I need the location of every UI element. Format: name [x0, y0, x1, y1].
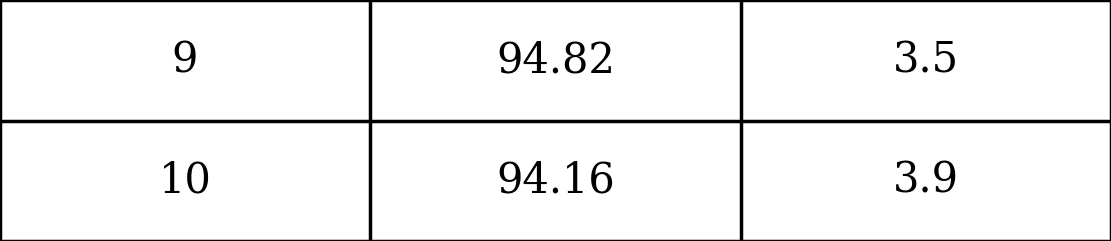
Text: 94.82: 94.82 [496, 39, 615, 81]
Text: 9: 9 [172, 39, 198, 81]
Text: 94.16: 94.16 [497, 160, 614, 202]
Text: 10: 10 [159, 160, 211, 202]
Text: 3.9: 3.9 [893, 160, 959, 202]
Text: 3.5: 3.5 [893, 39, 959, 81]
